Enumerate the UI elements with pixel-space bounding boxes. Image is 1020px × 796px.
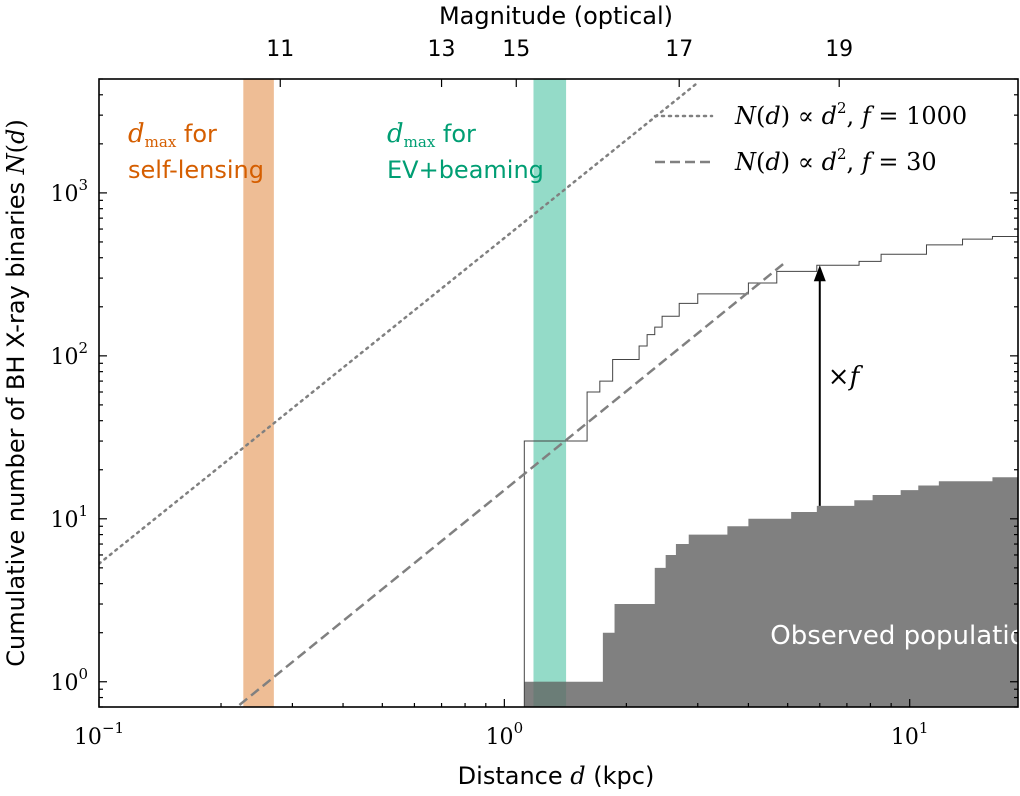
x-tick-label: 100 xyxy=(486,719,524,750)
y-tick-label: 101 xyxy=(50,502,88,533)
legend-N: N xyxy=(734,148,757,176)
legend-comma: , xyxy=(847,102,862,130)
y-tick-exp: 1 xyxy=(78,502,88,520)
x-tick-exp: −1 xyxy=(102,719,124,737)
legend-d: d xyxy=(765,148,780,176)
y-tick-exp: 3 xyxy=(78,176,88,194)
x-tick-base: 10 xyxy=(486,725,514,750)
bands-layer xyxy=(243,79,567,707)
x-tick-exp: 0 xyxy=(514,719,524,737)
dmax-subscript: max xyxy=(404,133,436,151)
y-title-part: Cumulative number of BH X-ray binaries xyxy=(2,174,30,666)
y-tick-label: 103 xyxy=(50,176,88,207)
times-sign: × xyxy=(828,362,850,392)
x-title-part: (kpc) xyxy=(586,762,655,790)
arrow-label: ×f xyxy=(828,362,864,392)
legend-dotted-label: N(d) ∝ d2, f = 1000 xyxy=(734,99,967,130)
legend-prop: ) ∝ xyxy=(781,102,822,130)
y-title-paren: ) xyxy=(2,119,30,128)
y-axis-title: Cumulative number of BH X-ray binaries N… xyxy=(2,119,30,667)
top-tick-label: 11 xyxy=(266,37,294,62)
band-self-lensing xyxy=(243,79,274,707)
lines-layer xyxy=(99,81,1018,707)
dashed-power-law-line xyxy=(238,262,785,706)
legend-sup: 2 xyxy=(837,145,847,163)
x-tick-label: 101 xyxy=(891,719,929,750)
y-tick-label: 102 xyxy=(50,339,88,370)
x-tick-exp: 1 xyxy=(919,719,929,737)
y-tick-base: 10 xyxy=(50,182,78,207)
f-symbol: f xyxy=(848,362,864,392)
legend-d2: d xyxy=(822,148,837,176)
y-tick-base: 10 xyxy=(50,508,78,533)
band-label-self-lensing: dmax for xyxy=(128,119,217,151)
arrow-head xyxy=(813,265,826,282)
legend-N: N xyxy=(734,102,757,130)
band-label-line2-EV+beaming: EV+beaming xyxy=(387,156,544,184)
x-axis-title: Distance d (kpc) xyxy=(458,762,655,790)
y-title-d: d xyxy=(2,129,30,144)
dmax-subscript: max xyxy=(145,133,177,151)
legend-dashed-label: N(d) ∝ d2, f = 30 xyxy=(734,145,937,176)
legend-sup: 2 xyxy=(837,99,847,117)
y-tick-base: 10 xyxy=(50,671,78,696)
legend-eq: = 1000 xyxy=(871,102,967,130)
legend-d: d xyxy=(765,102,780,130)
band-overlap xyxy=(533,681,567,707)
band-label-line2-self-lensing: self-lensing xyxy=(128,156,264,184)
top-axis-title: Magnitude (optical) xyxy=(439,2,673,30)
plot-frame xyxy=(98,78,1019,708)
dmax-symbol: d xyxy=(387,119,404,149)
legend-eq: = 30 xyxy=(871,148,937,176)
y-title-N: N xyxy=(2,152,30,175)
legend-d2: d xyxy=(822,102,837,130)
top-tick-label: 15 xyxy=(502,37,530,62)
y-tick-base: 10 xyxy=(50,345,78,370)
band-EV+beaming xyxy=(533,79,567,707)
band-label-for: for xyxy=(435,120,476,148)
observed-population-layer xyxy=(524,477,1018,707)
x-title-symbol: d xyxy=(570,762,585,790)
y-title-paren: ( xyxy=(2,144,30,153)
band-label-for: for xyxy=(176,120,217,148)
y-tick-exp: 2 xyxy=(78,339,88,357)
band-label-EV+beaming: dmax for xyxy=(387,119,476,151)
legend-prop: ) ∝ xyxy=(781,148,822,176)
y-tick-label: 100 xyxy=(50,665,88,696)
y-tick-exp: 0 xyxy=(78,665,88,683)
top-tick-label: 17 xyxy=(665,37,693,62)
scaled-step-line xyxy=(523,236,1018,707)
dotted-power-law-line xyxy=(99,81,700,565)
dmax-symbol: d xyxy=(128,119,145,149)
x-tick-label: 10−1 xyxy=(74,719,124,750)
x-tick-base: 10 xyxy=(74,725,102,750)
observed-population-label: Observed population xyxy=(770,621,1020,651)
legend-comma: , xyxy=(847,148,862,176)
x-tick-base: 10 xyxy=(891,725,919,750)
legend-paren: ( xyxy=(756,148,765,176)
observed-population-area xyxy=(524,477,1018,707)
legend-paren: ( xyxy=(756,102,765,130)
top-tick-label: 19 xyxy=(825,37,853,62)
top-tick-label: 13 xyxy=(428,37,456,62)
x-title-part: Distance xyxy=(458,762,571,790)
legend: N(d) ∝ d2, f = 1000 N(d) ∝ d2, f = 30 xyxy=(653,99,967,176)
